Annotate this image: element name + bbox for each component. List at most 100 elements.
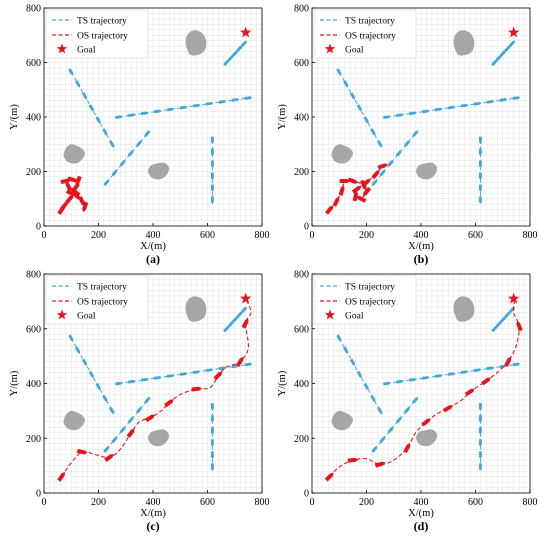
y-tick-label: 800 [294, 4, 309, 15]
y-tick-label: 600 [26, 58, 41, 69]
x-tick-label: 600 [200, 230, 215, 241]
os-ship [59, 201, 68, 211]
os-ship [332, 196, 340, 207]
ts-ship [403, 406, 410, 414]
os-ship [145, 414, 155, 423]
obstacle-2 [63, 410, 85, 431]
panel-label: (a) [146, 252, 160, 266]
ts-ship [447, 372, 456, 376]
os-ship [235, 356, 244, 367]
ts-ship [434, 374, 443, 378]
x-tick-label: 200 [91, 230, 106, 241]
ts-ship [210, 415, 214, 423]
ts-ship [486, 100, 495, 104]
ts-ship [447, 105, 456, 110]
ts-ship [395, 149, 402, 157]
os-ship [72, 182, 80, 193]
os-ship [241, 318, 249, 329]
os-ship [126, 428, 135, 438]
legend-ts-label: TS trajectory [345, 283, 395, 293]
y-tick-label: 800 [26, 4, 41, 15]
ts-ship [478, 403, 482, 411]
ts-ship [141, 111, 149, 116]
y-axis-label: Y/(m) [277, 104, 288, 130]
y-tick-label: 400 [26, 379, 41, 390]
x-tick-label: 800 [523, 497, 538, 508]
ts-ship [179, 105, 188, 110]
ts-ship [231, 316, 239, 323]
ts-ship [135, 406, 142, 414]
ts-ship [109, 140, 115, 148]
ts-ship [370, 394, 376, 403]
x-tick-label: 0 [310, 230, 315, 241]
ts-ship [223, 59, 230, 67]
obstacle-1 [453, 296, 475, 322]
ts-ship [127, 416, 134, 424]
ts-ship [377, 407, 383, 415]
ts-ship [478, 160, 482, 169]
ts-ship [210, 148, 214, 157]
legend-ts-label: TS trajectory [345, 17, 395, 27]
os-ship [442, 405, 453, 413]
chart-panel-4: 0 200 400 600 800 0 200 400 600 800 X/(m) Y/(m) TS t… [277, 270, 538, 534]
os-ship [356, 195, 367, 203]
os-ship [347, 457, 359, 463]
ts-ship [210, 184, 214, 193]
ts-ship [119, 426, 126, 434]
ts-ship [111, 169, 118, 177]
ts-ship [504, 45, 511, 52]
legend-goal-swatch [324, 43, 336, 54]
ts-ship [387, 426, 394, 434]
ts-ship [403, 140, 410, 147]
ts-ship [127, 149, 134, 157]
ts-ship [153, 109, 162, 114]
obstacle-2 [331, 144, 353, 164]
os-trajectory [329, 298, 520, 477]
ts-ship [227, 321, 234, 328]
os-ship [78, 196, 86, 207]
os-ship [338, 185, 345, 196]
y-tick-label: 200 [294, 167, 309, 178]
ts-ship [210, 403, 214, 411]
ts-ship [371, 446, 378, 453]
ts-ship [499, 316, 507, 323]
ts-ship [210, 196, 214, 205]
legend-ts-label: TS trajectory [77, 17, 127, 27]
ts-ship [412, 130, 419, 138]
legend-ts-label: TS trajectory [77, 283, 127, 293]
ts-ship [409, 377, 417, 382]
ts-ship [115, 381, 123, 386]
ts-ship [336, 68, 342, 76]
os-ship [65, 181, 73, 192]
ts-ship [192, 103, 201, 108]
obstacle-3 [416, 429, 437, 447]
panel-label: (d) [414, 519, 429, 533]
ts-ship [356, 104, 362, 112]
x-axis-label: X/(m) [140, 508, 166, 519]
ts-ship [491, 325, 498, 333]
ts-ship [240, 306, 248, 314]
ts-ship [109, 407, 115, 415]
x-tick-label: 400 [414, 230, 429, 241]
ts-ship [371, 179, 378, 187]
obstacle-3 [148, 429, 169, 447]
os-ship [76, 449, 88, 455]
ts-ship [227, 54, 234, 62]
goal-star [507, 26, 520, 38]
x-tick-label: 0 [42, 497, 47, 508]
x-tick-label: 200 [91, 497, 106, 508]
os-ship [371, 169, 380, 180]
ts-ship [478, 148, 482, 157]
ts-ship [478, 427, 482, 435]
x-tick-label: 400 [146, 230, 161, 241]
y-tick-label: 200 [26, 434, 41, 445]
y-tick-label: 400 [26, 113, 41, 124]
ts-ship [412, 396, 419, 404]
ts-ship [387, 159, 394, 167]
x-tick-label: 200 [359, 497, 374, 508]
ts-ship [343, 346, 349, 354]
ts-ship [102, 394, 108, 403]
obstacle-2 [331, 410, 353, 431]
ts-ship [379, 169, 386, 177]
ts-ship [128, 379, 136, 384]
